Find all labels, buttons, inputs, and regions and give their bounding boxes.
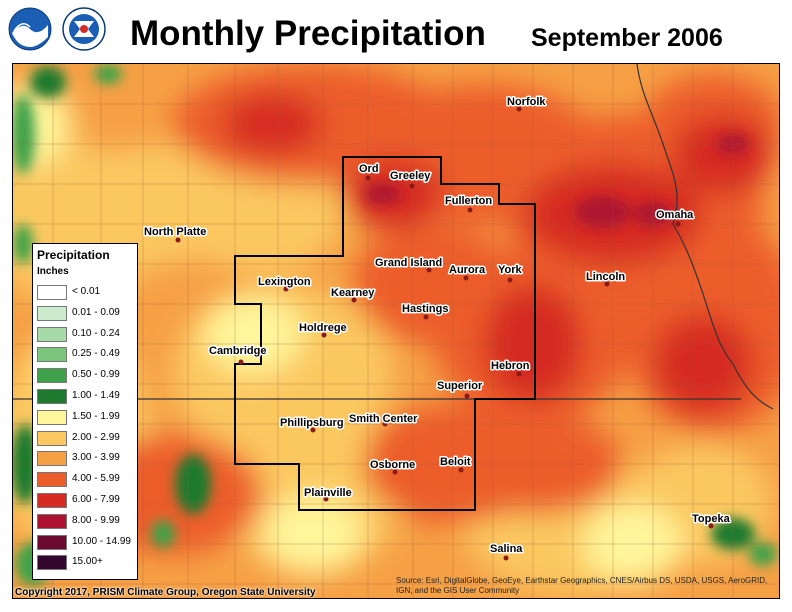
city-label-smith-center: Smith Center bbox=[349, 413, 418, 425]
city-label-greeley: Greeley bbox=[390, 170, 431, 182]
city-label-plainville: Plainville bbox=[304, 487, 352, 499]
legend-label: 10.00 - 14.99 bbox=[72, 535, 131, 547]
legend-item: 15.00+ bbox=[37, 554, 137, 571]
noaa-logo bbox=[8, 7, 52, 51]
legend-swatch bbox=[37, 534, 67, 550]
header: Monthly Precipitation September 2006 bbox=[0, 0, 792, 62]
legend-label: 3.00 - 3.99 bbox=[72, 452, 120, 464]
legend-swatch bbox=[37, 389, 67, 404]
legend: Precipitation Inches < 0.01 0.01 - 0.09 0.… bbox=[32, 243, 138, 580]
legend-label: 4.00 - 5.99 bbox=[72, 473, 120, 485]
city-label-kearney: Kearney bbox=[331, 287, 375, 299]
legend-label: 0.25 - 0.49 bbox=[72, 348, 120, 360]
legend-label: 6.00 - 7.99 bbox=[72, 494, 120, 505]
city-label-lexington: Lexington bbox=[258, 276, 311, 288]
city-label-hebron: Hebron bbox=[491, 360, 530, 372]
map-canvas: Norfolk Ord Greeley Fullerton Omaha Nort… bbox=[13, 64, 779, 598]
legend-swatch bbox=[37, 493, 67, 508]
city-label-york: York bbox=[498, 264, 523, 276]
legend-label: 1.00 - 1.49 bbox=[72, 390, 120, 401]
city-markers: Norfolk Ord Greeley Fullerton Omaha Nort… bbox=[143, 95, 732, 561]
legend-item: 8.00 - 9.99 bbox=[37, 513, 137, 530]
city-label-fullerton: Fullerton bbox=[445, 195, 492, 207]
city-label-grand-island: Grand Island bbox=[375, 257, 442, 269]
legend-swatch bbox=[37, 285, 67, 300]
legend-item: 0.25 - 0.49 bbox=[37, 346, 137, 363]
legend-swatch bbox=[37, 368, 67, 384]
legend-swatch bbox=[37, 326, 67, 342]
page-subtitle: September 2006 bbox=[531, 24, 723, 52]
legend-label: 2.00 - 2.99 bbox=[72, 431, 120, 443]
precipitation-map: Norfolk Ord Greeley Fullerton Omaha Nort… bbox=[12, 63, 780, 599]
legend-item: 0.10 - 0.24 bbox=[37, 326, 137, 343]
city-label-beloit: Beloit bbox=[440, 456, 471, 468]
legend-swatch bbox=[37, 513, 67, 529]
legend-label: 0.01 - 0.09 bbox=[72, 306, 120, 318]
legend-title: Precipitation bbox=[37, 248, 110, 262]
nws-logo bbox=[62, 7, 106, 51]
legend-item: 3.00 - 3.99 bbox=[37, 450, 137, 467]
city-label-omaha: Omaha bbox=[656, 209, 694, 221]
city-label-cambridge: Cambridge bbox=[209, 345, 266, 357]
city-label-topeka: Topeka bbox=[692, 513, 731, 525]
legend-label: < 0.01 bbox=[72, 286, 101, 297]
legend-item: 1.00 - 1.49 bbox=[37, 388, 137, 405]
city-label-lincoln: Lincoln bbox=[586, 271, 625, 283]
source-attribution: Source: Esri, DigitalGlobe, GeoEye, Eart… bbox=[396, 576, 768, 595]
legend-item: 4.00 - 5.99 bbox=[37, 471, 137, 488]
city-label-ord: Ord bbox=[359, 163, 379, 175]
legend-item: 0.01 - 0.09 bbox=[37, 305, 137, 322]
legend-label: 0.10 - 0.24 bbox=[72, 327, 120, 339]
legend-item: 2.00 - 2.99 bbox=[37, 430, 137, 447]
legend-units: Inches bbox=[37, 266, 69, 277]
city-label-aurora: Aurora bbox=[449, 264, 486, 276]
city-label-superior: Superior bbox=[437, 380, 483, 392]
legend-item: < 0.01 bbox=[37, 284, 137, 301]
copyright-text: Copyright 2017, PRISM Climate Group, Ore… bbox=[15, 587, 316, 598]
legend-swatch bbox=[37, 430, 67, 446]
legend-swatch bbox=[37, 472, 67, 488]
legend-label: 0.50 - 0.99 bbox=[72, 369, 120, 381]
city-label-salina: Salina bbox=[490, 543, 523, 555]
city-label-holdrege: Holdrege bbox=[299, 322, 347, 334]
legend-swatch bbox=[37, 347, 67, 363]
city-label-norfolk: Norfolk bbox=[507, 96, 546, 108]
city-label-hastings: Hastings bbox=[402, 303, 448, 315]
city-label-phillipsburg: Phillipsburg bbox=[280, 417, 344, 429]
legend-label: 1.50 - 1.99 bbox=[72, 410, 120, 422]
city-label-osborne: Osborne bbox=[370, 459, 415, 471]
page-title: Monthly Precipitation bbox=[130, 14, 486, 53]
forecast-area-outline bbox=[234, 156, 536, 511]
legend-swatch bbox=[37, 451, 67, 467]
legend-item: 6.00 - 7.99 bbox=[37, 492, 137, 509]
river-border bbox=[636, 64, 774, 410]
legend-item: 10.00 - 14.99 bbox=[37, 534, 137, 551]
legend-item: 1.50 - 1.99 bbox=[37, 409, 137, 426]
legend-swatch bbox=[37, 555, 67, 571]
city-label-north-platte: North Platte bbox=[144, 226, 206, 238]
legend-swatch bbox=[37, 409, 67, 425]
legend-label: 8.00 - 9.99 bbox=[72, 514, 120, 526]
legend-item: 0.50 - 0.99 bbox=[37, 367, 137, 384]
legend-swatch bbox=[37, 305, 67, 321]
legend-label: 15.00+ bbox=[72, 556, 103, 568]
